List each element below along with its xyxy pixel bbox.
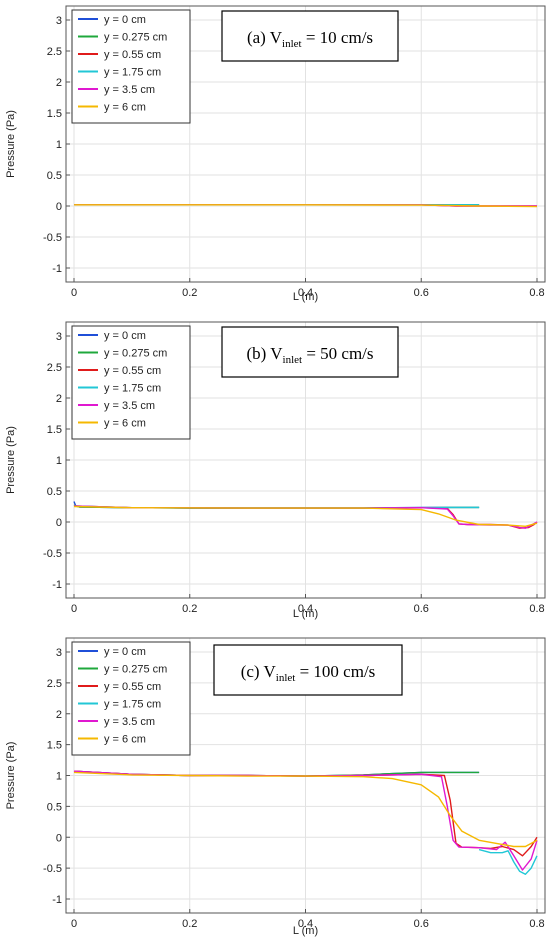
plot-border [65,321,546,599]
y-tick-label: 1.5 [47,424,62,436]
y-tick-label: 2.5 [47,678,62,690]
chart-panel-1: -1 -0.5 0 0.5 1 1.5 2 2.5 3 0 0.2 0.4 0.6 0.8 L (m) Pre… [5,5,546,303]
x-tick-label: 0.6 [414,918,429,930]
y-tick-label: -1 [52,894,62,906]
legend: y = 0 cm y = 0.275 cm y = 0.55 cm y = 1.75 … [71,9,191,124]
y-axis-label: Pressure (Pa) [5,110,17,178]
legend: y = 0 cm y = 0.275 cm y = 0.55 cm y = 1.75 … [71,641,191,756]
legend-label: y = 0.55 cm [104,49,161,61]
legend-label: y = 0.275 cm [104,32,167,44]
legend-label: y = 6 cm [104,734,146,746]
y-tick-label: 2.5 [47,362,62,374]
y-tick-label: 1.5 [47,740,62,752]
x-tick-label: 0 [71,287,77,299]
title-box: (a) Vinlet = 10 cm/s [221,10,399,62]
legend-label: y = 6 cm [104,418,146,430]
legend-label: y = 3.5 cm [104,84,155,96]
y-tick-label: 3 [56,331,62,343]
series-line-6 [74,204,538,208]
y-tick-label: -0.5 [43,232,62,244]
plot-border [65,5,546,283]
legend-label: y = 0 cm [104,646,146,658]
y-tick-label: -1 [52,263,62,275]
legend-box [71,325,191,440]
legend-label: y = 3.5 cm [104,716,155,728]
series-line-6 [73,771,538,848]
x-tick-label: 0.8 [529,603,544,615]
x-tick-label: 0.8 [529,287,544,299]
chart-title: (c) Vinlet = 100 cm/s [241,662,376,684]
x-tick-label: 0 [71,918,77,930]
x-tick-label: 0.4 [298,918,313,930]
title-box: (c) Vinlet = 100 cm/s [213,644,403,696]
x-tick-label: 0.6 [414,603,429,615]
legend-label: y = 0.55 cm [104,681,161,693]
legend-label: y = 0.275 cm [104,348,167,360]
legend-label: y = 0.55 cm [104,365,161,377]
legend-box [71,9,191,124]
x-tick-label: 0.2 [182,287,197,299]
y-tick-label: 0 [56,832,62,844]
x-tick-label: 0.2 [182,918,197,930]
legend-label: y = 1.75 cm [104,67,161,79]
y-tick-label: 2 [56,709,62,721]
x-tick-label: 0.8 [529,918,544,930]
legend-label: y = 0.275 cm [104,664,167,676]
series-line-4 [478,848,538,875]
legend-box [71,641,191,756]
y-tick-label: 0 [56,201,62,213]
title-frame [221,326,399,378]
title-frame [221,10,399,62]
y-tick-label: 1 [56,139,62,151]
y-tick-label: 0 [56,517,62,529]
x-axis-label: L (m) [293,608,318,620]
y-tick-label: 0.5 [47,170,62,182]
series-line-6 [73,505,538,527]
legend: y = 0 cm y = 0.275 cm y = 0.55 cm y = 1.75 … [71,325,191,440]
x-axis-label: L (m) [293,291,318,303]
x-tick-label: 0.4 [298,287,313,299]
chart-panel-3: -1 -0.5 0 0.5 1 1.5 2 2.5 3 0 0.2 0.4 0.6 0.8 L (m) Pre… [5,637,546,937]
y-tick-label: 3 [56,15,62,27]
x-tick-label: 0.2 [182,603,197,615]
y-tick-label: 1.5 [47,108,62,120]
y-tick-label: -0.5 [43,548,62,560]
y-tick-label: 2 [56,77,62,89]
chart-title: (b) Vinlet = 50 cm/s [246,344,373,366]
chart-title: (a) Vinlet = 10 cm/s [247,28,373,50]
y-tick-label: 2.5 [47,46,62,58]
y-tick-label: 0.5 [47,486,62,498]
legend-label: y = 6 cm [104,102,146,114]
y-axis-label: Pressure (Pa) [5,742,17,810]
legend-label: y = 0 cm [104,330,146,342]
x-tick-label: 0.6 [414,287,429,299]
x-tick-label: 0.4 [298,603,313,615]
legend-label: y = 0 cm [104,14,146,26]
chart-panel-2: -1 -0.5 0 0.5 1 1.5 2 2.5 3 0 0.2 0.4 0.6 0.8 L (m) Pre… [5,321,546,620]
legend-label: y = 1.75 cm [104,699,161,711]
y-axis-label: Pressure (Pa) [5,426,17,494]
title-box: (b) Vinlet = 50 cm/s [221,326,399,378]
x-axis-label: L (m) [293,925,318,937]
y-tick-label: 1 [56,771,62,783]
legend-label: y = 1.75 cm [104,383,161,395]
plot-border [65,637,546,914]
y-tick-label: -0.5 [43,863,62,875]
title-frame [213,644,403,696]
y-tick-label: -1 [52,579,62,591]
legend-label: y = 3.5 cm [104,400,155,412]
y-tick-label: 3 [56,647,62,659]
x-tick-label: 0 [71,603,77,615]
y-tick-label: 1 [56,455,62,467]
y-tick-label: 0.5 [47,801,62,813]
y-tick-label: 2 [56,393,62,405]
